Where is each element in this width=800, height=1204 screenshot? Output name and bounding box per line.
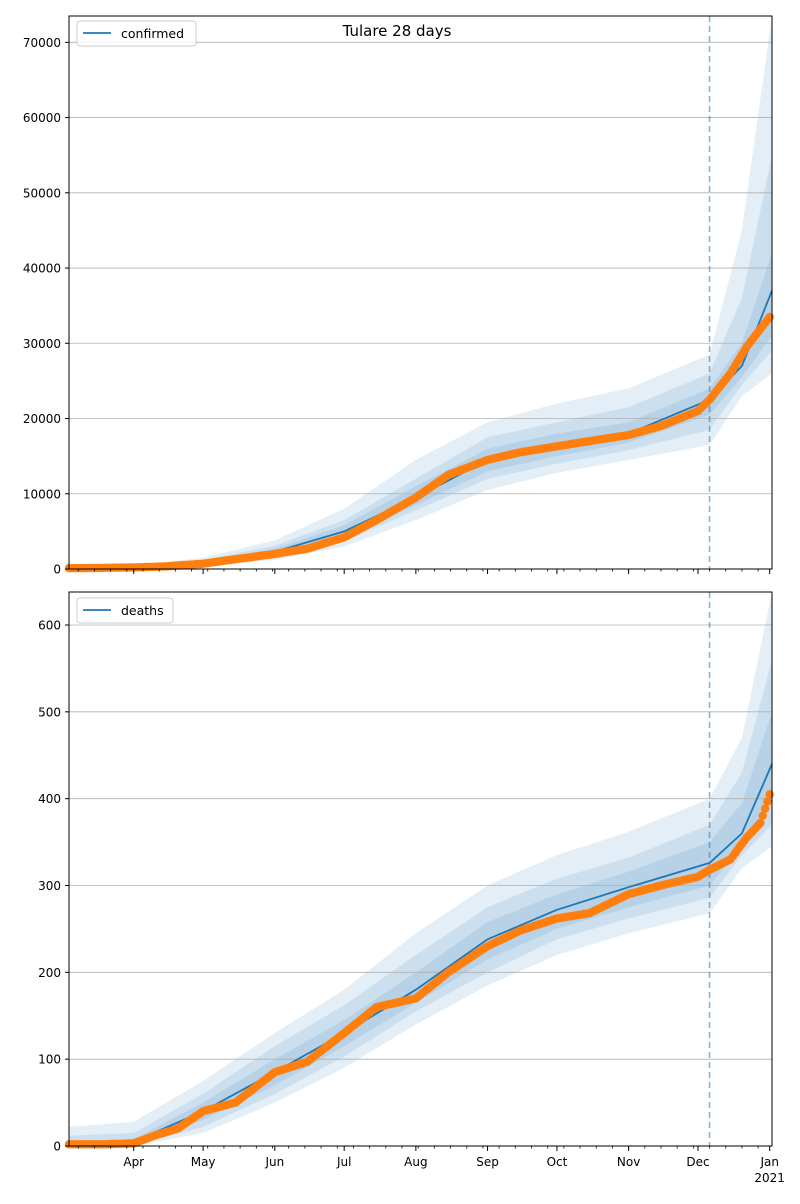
confirmed-panel: 0 10000 20000 30000 40000 50000 60000 70000 con…: [23, 15, 774, 577]
observed-point: [765, 312, 774, 322]
observed-points: [64, 790, 774, 1149]
y-tick-label: 500: [38, 705, 61, 719]
y-tick-label: 100: [38, 1053, 61, 1067]
ticks: 0 10000 20000 30000 40000 50000 60000 70000: [23, 36, 771, 577]
y-tick-label: 60000: [23, 111, 61, 125]
band-middle: [69, 155, 772, 569]
band-outer: [69, 16, 772, 569]
x-tick-label: Aug: [404, 1155, 427, 1169]
y-tick-label: 600: [38, 618, 61, 632]
legend-label-confirmed: confirmed: [121, 26, 184, 41]
y-tick-label: 10000: [23, 487, 61, 501]
y-tick-label: 40000: [23, 262, 61, 276]
observed-point: [758, 811, 767, 820]
axes-frame: [68, 591, 773, 1147]
x-tick-label: Sep: [476, 1155, 499, 1169]
y-tick-label: 20000: [23, 412, 61, 426]
band-outer: [69, 592, 772, 1146]
observed-point: [760, 804, 770, 813]
y-tick-label: 50000: [23, 186, 61, 200]
y-tick-label: 400: [38, 792, 61, 806]
confidence-bands: [69, 16, 772, 569]
y-tick-label: 30000: [23, 337, 61, 351]
observed-point: [763, 797, 772, 806]
legend-box: [76, 597, 174, 624]
x-tick-label: Jun: [264, 1155, 284, 1169]
axes: [68, 591, 773, 1147]
axes: [68, 15, 773, 570]
x-tick-label: Oct: [547, 1155, 568, 1169]
x-tick-label: Apr: [123, 1155, 144, 1169]
ticks: 0 100 200 300 400 500 600 Apr May Jun Jul Aug Sep Oct…: [38, 618, 785, 1185]
x-tick-label: Jul: [336, 1155, 351, 1169]
axes-frame: [68, 15, 773, 570]
observed-point: [765, 790, 774, 799]
legend: confirmed: [76, 20, 197, 47]
y-tick-label: 200: [38, 966, 61, 980]
legend: deaths: [76, 597, 174, 624]
plot-area: [69, 16, 772, 569]
x-tick-label: Nov: [617, 1155, 640, 1169]
y-tick-label: 300: [38, 879, 61, 893]
x-tick-label: May: [191, 1155, 216, 1169]
y-tick-label: 70000: [23, 36, 61, 50]
deaths-panel: 0 100 200 300 400 500 600 Apr May Jun Jul Aug Sep Oct…: [38, 591, 785, 1185]
figure-title: Tulare 28 days: [342, 22, 452, 40]
confidence-bands: [69, 592, 772, 1146]
x-year-label: 2021: [754, 1171, 785, 1185]
band-middle: [69, 659, 772, 1146]
x-tick-label: Jan: [759, 1155, 779, 1169]
x-tick-label: Dec: [686, 1155, 709, 1169]
y-tick-label: 0: [53, 563, 61, 577]
observed-point: [756, 818, 765, 828]
legend-box: [76, 20, 197, 47]
y-tick-label: 0: [53, 1140, 61, 1154]
legend-label-deaths: deaths: [121, 603, 164, 618]
plot-area: [69, 592, 772, 1146]
